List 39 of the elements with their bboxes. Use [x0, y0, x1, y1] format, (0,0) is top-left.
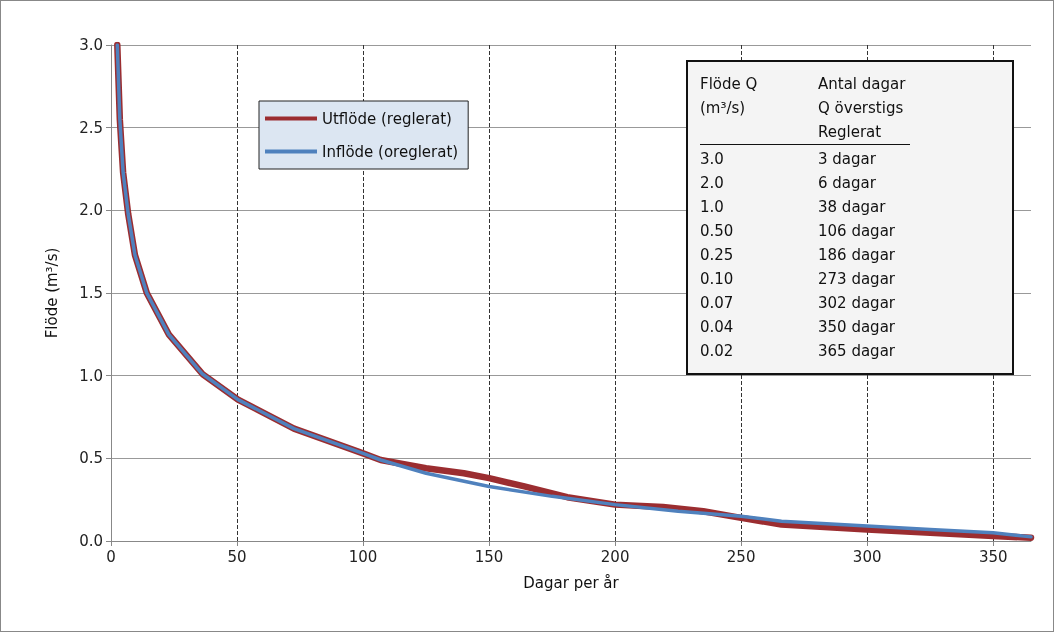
y-tick-label: 0.5 — [79, 449, 103, 468]
annotation: 0.50 — [700, 221, 735, 242]
x-tick-label: 100 — [348, 547, 378, 566]
x-tick-label: 150 — [474, 547, 504, 566]
legend-label: Utflöde (reglerat) — [322, 109, 452, 128]
annotation: 365 dagar — [818, 341, 895, 362]
annotation: 3.0 — [700, 149, 725, 170]
annotation: 106 dagar — [818, 221, 895, 242]
x-axis-title: Dagar per år — [523, 573, 620, 592]
x-tick-label: 350 — [978, 547, 1008, 566]
annotation: 350 dagar — [818, 317, 895, 338]
y-tick-label: 0.0 — [79, 532, 103, 550]
annotation: 273 dagar — [818, 269, 895, 290]
annotation: 0.04 — [700, 317, 735, 338]
annotation: 0.25 — [700, 245, 735, 266]
y-tick-label: 2.0 — [79, 201, 103, 220]
annotation: 0.02 — [700, 341, 735, 362]
x-tick-label: 0 — [106, 547, 116, 566]
y-tick-label: 3.0 — [79, 36, 103, 54]
annotation: Flöde Q (m³/s) — [700, 74, 759, 119]
x-tick-label: 50 — [227, 547, 247, 566]
x-tick-label: 250 — [726, 547, 756, 566]
annotation: 302 dagar — [818, 293, 895, 314]
y-tick-label: 2.5 — [79, 118, 103, 137]
y-axis-title: Flöde (m³/s) — [42, 247, 61, 339]
annotation: 0.10 — [700, 269, 735, 290]
y-tick-label: 1.0 — [79, 366, 103, 385]
annotation: 3 dagar — [818, 149, 876, 170]
annotation: 2.0 — [700, 173, 725, 194]
annotation: Antal dagar Q överstigs Reglerat — [818, 74, 906, 143]
annotation: 0.07 — [700, 293, 735, 314]
annotation: 6 dagar — [818, 173, 876, 194]
legend-label: Inflöde (oreglerat) — [322, 142, 459, 161]
x-tick-label: 300 — [852, 547, 882, 566]
x-tick-label: 200 — [600, 547, 630, 566]
annotation: 1.0 — [700, 197, 725, 218]
y-tick-label: 1.5 — [79, 284, 103, 302]
annotation: 38 dagar — [818, 197, 886, 218]
annotation: 186 dagar — [818, 245, 895, 266]
